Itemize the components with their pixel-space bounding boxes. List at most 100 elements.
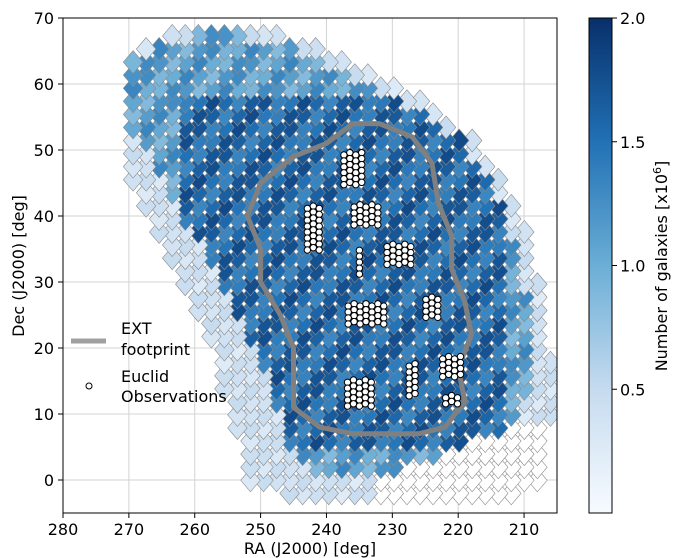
euclid-observation-dot [355,270,364,278]
euclid-observation-dot [358,178,366,187]
colorbar-gradient [588,17,613,514]
x-tick-label: 210 [509,520,540,539]
colorbar-label: Number of galaxies [x106] [651,161,671,372]
x-tick-label: 260 [179,520,210,539]
euclid-observation-dot [367,402,375,410]
euclid-observation-dot [367,390,375,398]
euclid-observation-dot [434,307,442,316]
legend-euclid-label-2: Observations [121,387,227,406]
euclid-observation-dot [380,302,388,310]
coverage-tile [148,220,170,244]
legend-euclid-swatch [85,382,93,390]
coverage-tile [122,76,144,101]
euclid-observation-dot [411,366,419,374]
y-tick-label: 70 [34,9,54,28]
coverage-tile [122,154,144,179]
coverage-tile [240,429,261,454]
legend-euclid-label-1: Euclid [121,367,169,386]
y-axis-ticks: 70 60 50 40 30 20 10 0 [34,9,63,490]
coverage-tile [201,311,222,336]
euclid-observation-dot [367,384,375,392]
x-axis-label: RA (J2000) [deg] [244,539,376,558]
colorbar-ticks: 0.5 1.0 1.5 2.0 [612,9,645,399]
coverage-tile [135,37,157,61]
y-tick-label: 10 [34,405,54,424]
coverage-tile [162,233,183,258]
euclid-observation-dot [411,377,419,386]
coverage-tile [188,285,209,310]
coverage-tile [240,455,261,480]
coverage-tile [227,416,248,440]
x-tick-label: 270 [114,520,145,539]
euclid-observation-dot [456,352,465,361]
coverage-tile [148,206,170,231]
euclid-observation-dot [434,301,442,310]
y-tick-label: 50 [34,141,54,160]
euclid-observation-dot [407,242,415,251]
x-tick-label: 280 [48,520,79,539]
coverage-tile [201,324,222,349]
euclid-observation-dot [407,260,415,269]
x-tick-label: 240 [311,520,342,539]
euclid-observation-dot [453,400,462,408]
coverage-tile [122,50,144,75]
euclid-observation-dot [315,204,323,213]
coverage-tile [162,23,183,48]
euclid-observation-dot [411,372,419,380]
euclid-observation-dot [380,314,388,322]
coverage-tile [279,481,300,506]
coverage-tile [122,115,144,140]
coverage-tile [240,442,261,467]
coverage-tile [214,376,235,401]
euclid-observation-dot [380,320,388,328]
legend-ext-label-2: footprint [121,340,190,359]
x-tick-label: 220 [443,520,474,539]
coverage-tile [122,63,144,88]
plot-frame [62,17,558,514]
coverage-tile [214,350,235,375]
coverage-tile [122,141,144,166]
x-axis-ticks: 280 270 260 250 240 230 220 210 [48,513,540,539]
x-tick-label: 250 [245,520,276,539]
euclid-observation-dot [434,313,442,322]
coverage-tile [214,337,235,362]
coverage-tile [227,389,248,414]
euclid-observation-dot [374,203,382,211]
euclid-observation-dot [456,370,465,379]
coverage-tile [135,180,157,205]
euclid-observation-dot [380,308,388,316]
euclid-observation-dot [456,364,465,373]
euclid-observation-dot [374,215,382,223]
euclid-observation-dot [374,221,382,229]
euclid-observation-dot [411,383,419,392]
euclid-observation-dot [434,295,442,304]
euclid-observation-dot [407,248,415,257]
y-tick-label: 30 [34,273,54,292]
coverage-tile [175,272,196,297]
y-tick-label: 40 [34,207,54,226]
euclid-observation-dot [355,246,364,255]
euclid-observations [303,148,465,410]
colorbar: 0.5 1.0 1.5 2.0 Number of galaxies [x106] [588,9,671,514]
euclid-observation-dot [355,258,364,266]
coverage-tile [227,402,248,427]
euclid-observation-dot [411,360,419,368]
coverage-tile [122,128,144,153]
coverage-tile [188,298,209,323]
coverage-tile [122,167,144,192]
y-tick-label: 20 [34,339,54,358]
euclid-observation-dot [456,358,465,367]
euclid-observation-dot [411,389,419,398]
coverage-tile [122,102,144,127]
y-tick-label: 0 [44,471,54,490]
coverage-tile [122,89,144,114]
coverage-tile [214,363,235,388]
colorbar-tick-label: 1.0 [620,257,645,276]
euclid-observation-dot [315,246,323,254]
euclid-observation-dot [367,378,375,387]
colorbar-tick-label: 1.5 [620,133,645,152]
colorbar-tick-label: 2.0 [620,9,645,28]
colorbar-tick-label: 0.5 [620,380,645,399]
legend: EXT footprint Euclid Observations [71,319,227,406]
